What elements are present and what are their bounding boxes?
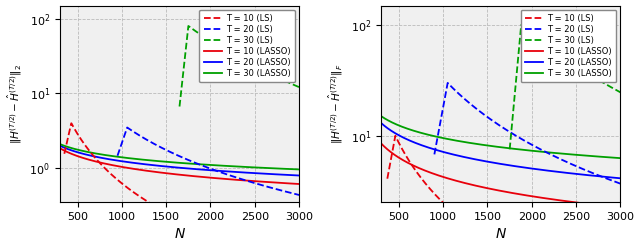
X-axis label: N: N: [174, 227, 184, 242]
Legend: T = 10 (LS), T = 20 (LS), T = 30 (LS), T = 10 (LASSO), T = 20 (LASSO), T = 30 (L: T = 10 (LS), T = 20 (LS), T = 30 (LS), T…: [521, 10, 616, 82]
Y-axis label: $\|H^{(T/2)} - \hat{H}^{(T/2)}\|_F$: $\|H^{(T/2)} - \hat{H}^{(T/2)}\|_F$: [327, 64, 346, 144]
X-axis label: N: N: [495, 227, 506, 242]
Legend: T = 10 (LS), T = 20 (LS), T = 30 (LS), T = 10 (LASSO), T = 20 (LASSO), T = 30 (L: T = 10 (LS), T = 20 (LS), T = 30 (LS), T…: [200, 10, 295, 82]
Y-axis label: $\|H^{(T/2)} - \hat{H}^{(T/2)}\|_2$: $\|H^{(T/2)} - \hat{H}^{(T/2)}\|_2$: [6, 64, 24, 144]
